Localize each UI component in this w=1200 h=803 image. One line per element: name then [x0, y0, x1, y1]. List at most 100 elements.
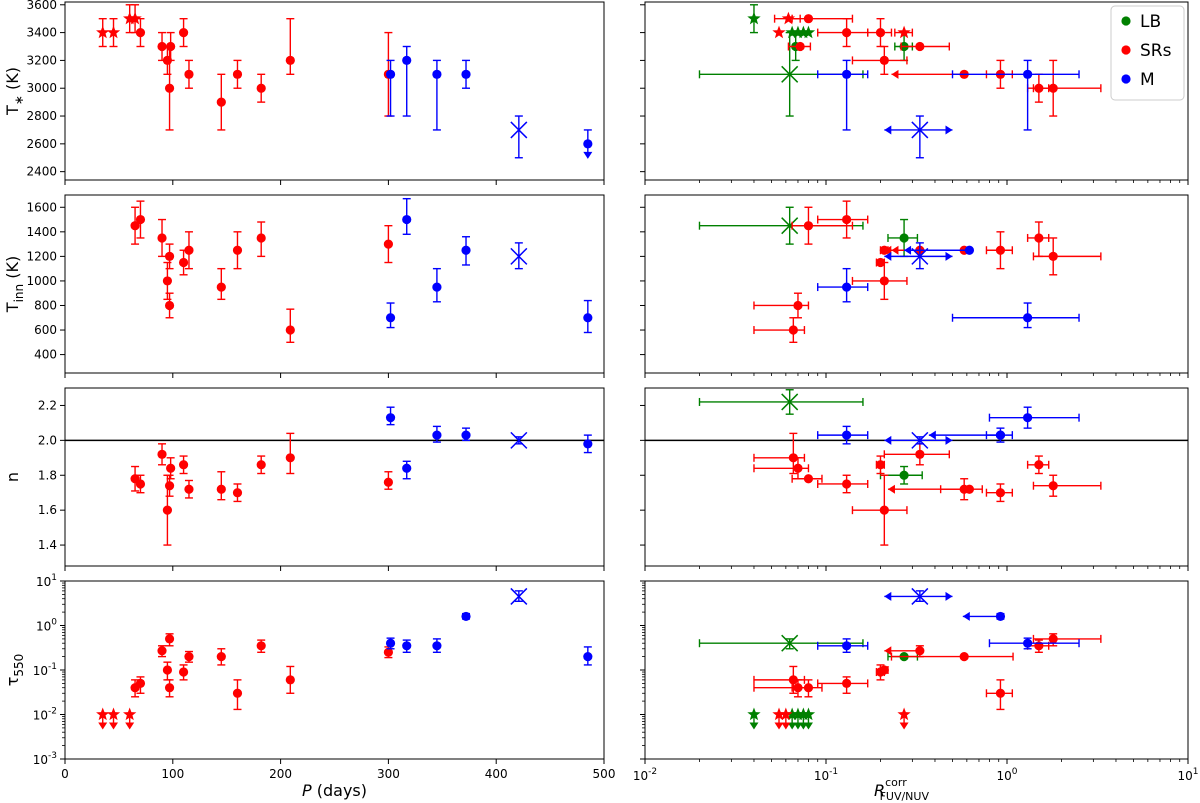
- circle-marker: [162, 276, 173, 286]
- data-point: [157, 645, 167, 658]
- panel-frame: [64, 194, 605, 374]
- circle-marker: [383, 477, 393, 487]
- limit-arrow: [583, 151, 593, 159]
- data-point: [817, 676, 869, 694]
- circle-marker: [803, 221, 814, 231]
- circle-marker: [285, 453, 295, 463]
- star-marker: [128, 11, 142, 25]
- plot-area: [130, 197, 593, 344]
- data-point: [178, 664, 189, 681]
- panel-frame: [644, 387, 1189, 567]
- data-points: [698, 389, 1102, 546]
- star-marker: [772, 25, 786, 39]
- data-point: [157, 31, 167, 62]
- x-marker: [911, 247, 929, 265]
- y-tick-label: 2400: [26, 165, 57, 179]
- limit-arrow: [928, 430, 936, 440]
- star-marker: [123, 11, 137, 25]
- data-point: [817, 474, 869, 494]
- plot-area: [65, 406, 604, 546]
- y-tick-label: 1.6: [38, 503, 57, 517]
- circle-marker: [964, 245, 975, 255]
- data-point: [510, 431, 528, 449]
- circle-marker: [964, 484, 975, 494]
- circle-marker: [788, 325, 798, 335]
- y-tick-label: 10-1: [33, 662, 57, 678]
- x-tick-label: 0: [61, 767, 69, 781]
- circle-marker: [583, 652, 593, 662]
- circle-marker: [1034, 460, 1044, 470]
- data-point: [791, 206, 854, 245]
- star-marker: [781, 11, 796, 25]
- plot-area: [698, 4, 1102, 159]
- data-point: [432, 267, 442, 303]
- circle-marker: [232, 245, 243, 255]
- data-points: [96, 4, 593, 159]
- legend-marker: [1121, 74, 1131, 84]
- x-axis-label-ratio: Rcorr FUV/NUV: [874, 776, 929, 803]
- circle-marker: [842, 214, 852, 225]
- data-point: [383, 471, 393, 490]
- circle-marker: [879, 276, 889, 286]
- circle-marker: [135, 678, 146, 688]
- legend-item: LB: [1121, 12, 1161, 32]
- data-point: [383, 224, 393, 264]
- x-tick-label: 500: [593, 767, 616, 781]
- limit-arrow: [884, 435, 892, 445]
- data-point: [232, 679, 243, 711]
- x-tick-label: 100: [161, 767, 184, 781]
- panel-tau-vs-period: 10-3 10-2 10-1 100 101 0 100 200 300 400 500: [33, 573, 616, 781]
- circle-marker: [1048, 83, 1058, 93]
- data-point: [402, 639, 412, 653]
- data-point: [879, 665, 889, 675]
- y-tick-label: 1400: [26, 225, 57, 239]
- data-point: [962, 611, 1006, 622]
- data-point: [787, 41, 812, 52]
- data-points: [96, 587, 593, 730]
- data-point: [432, 59, 442, 131]
- y-tick-label: 2.0: [38, 433, 57, 447]
- panel-frame: [64, 1, 605, 181]
- data-point: [216, 648, 226, 666]
- data-point: [385, 302, 396, 329]
- x-tick-label: 10-2: [633, 767, 657, 783]
- data-point: [256, 221, 266, 258]
- data-point: [796, 25, 811, 39]
- data-point: [178, 17, 189, 48]
- circle-marker: [788, 675, 798, 685]
- panel-frame: [644, 580, 1189, 760]
- y-tick-label: 1600: [26, 200, 57, 214]
- circle-marker: [803, 474, 814, 484]
- limit-arrow: [749, 722, 759, 730]
- data-point: [698, 389, 864, 415]
- circle-marker: [256, 460, 266, 470]
- data-point: [385, 59, 396, 117]
- data-point: [867, 17, 893, 48]
- circle-marker: [164, 300, 175, 311]
- x-tick-label: 101: [1177, 767, 1198, 783]
- data-point: [851, 261, 908, 301]
- circle-marker: [842, 641, 852, 651]
- x-marker: [781, 65, 799, 83]
- circle-marker: [1034, 233, 1044, 243]
- panel-tinn-vs-period: 400 600 800 1000 1200 1400 1600: [26, 194, 605, 378]
- panel-frame: [644, 194, 1189, 374]
- limit-arrow: [884, 245, 892, 255]
- circle-marker: [216, 484, 226, 494]
- data-point: [106, 17, 121, 48]
- data-point: [1026, 455, 1050, 475]
- x-marker: [510, 431, 528, 449]
- limit-arrow: [803, 722, 813, 730]
- data-point: [461, 236, 471, 266]
- data-point: [216, 73, 226, 131]
- data-point: [897, 707, 911, 730]
- data-point: [1032, 237, 1102, 276]
- limit-arrow: [891, 69, 899, 79]
- data-point: [988, 406, 1080, 429]
- panel-n-vs-ratio: [640, 387, 1189, 571]
- data-point: [817, 267, 869, 303]
- star-marker: [106, 707, 121, 721]
- data-point: [232, 231, 243, 270]
- circle-marker: [162, 665, 173, 675]
